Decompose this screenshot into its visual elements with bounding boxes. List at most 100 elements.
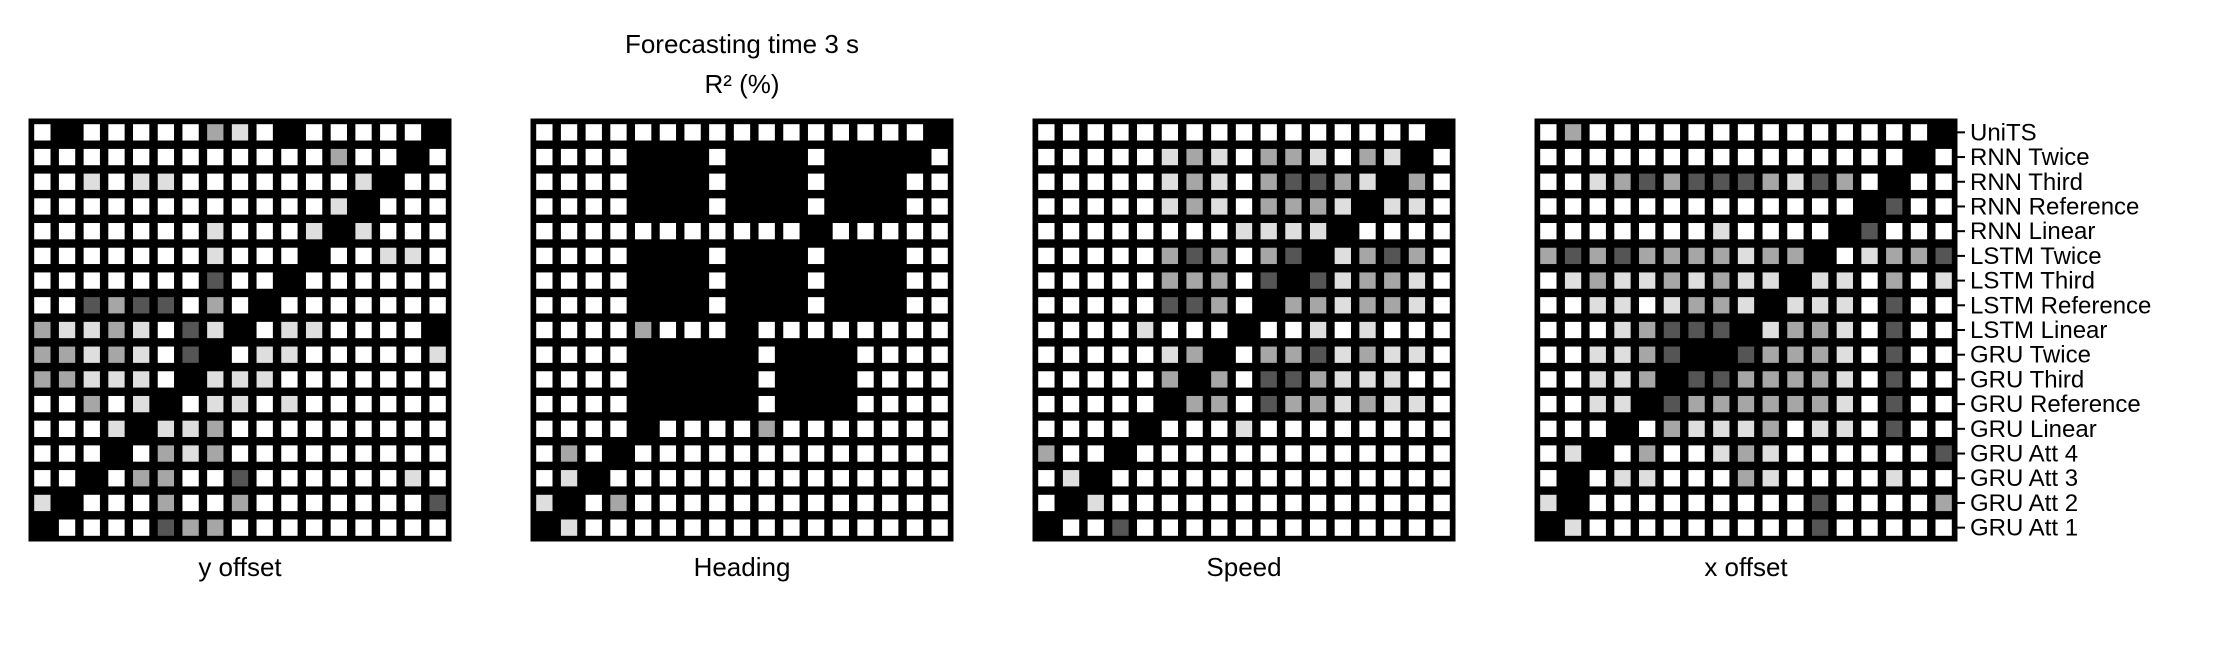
heatmap-cell <box>380 272 397 289</box>
heatmap-cell <box>1935 124 1952 141</box>
heatmap-cell <box>1688 247 1705 265</box>
heatmap-cell <box>1309 395 1327 413</box>
heatmap-cell <box>1589 124 1606 141</box>
heatmap-cell <box>758 223 775 240</box>
heatmap-cell <box>182 346 199 363</box>
heatmap-cell <box>1137 148 1154 166</box>
heatmap-cell <box>1087 223 1104 240</box>
heatmap-cell <box>1762 297 1779 314</box>
heatmap-cell <box>1787 346 1804 363</box>
heatmap-cell <box>1384 395 1401 413</box>
heatmap-cell <box>380 124 397 141</box>
heatmap-cell <box>659 148 677 166</box>
heatmap-cell <box>1211 420 1228 437</box>
row-label: LSTM Third <box>1970 268 2095 295</box>
heatmap-cell <box>157 519 175 536</box>
heatmap-cell <box>560 297 578 314</box>
heatmap-cell <box>231 321 249 339</box>
heatmap-cell <box>380 297 397 314</box>
heatmap-cell <box>34 173 51 190</box>
heatmap-cell <box>1589 371 1606 388</box>
heatmap-cell <box>1285 321 1302 339</box>
heatmap-cell <box>1564 346 1582 363</box>
heatmap-cell <box>1663 297 1681 314</box>
heatmap-cell <box>1384 420 1401 437</box>
heatmap-cell <box>133 297 150 314</box>
heatmap-cell <box>231 247 249 265</box>
heatmap-cell <box>635 371 652 388</box>
heatmap-cell <box>1836 297 1853 314</box>
heatmap-cell <box>58 272 76 289</box>
heatmap-cell <box>659 198 677 215</box>
heatmap-cell <box>34 371 51 388</box>
heatmap-cell <box>1762 494 1779 512</box>
heatmap-cell <box>1211 494 1228 512</box>
heatmap-cell <box>1589 148 1606 166</box>
heatmap-cell <box>585 272 602 289</box>
heatmap-cell <box>1186 173 1203 190</box>
heatmap-cell <box>1260 198 1277 215</box>
heatmap-cell <box>380 371 397 388</box>
heatmap-cell <box>281 148 298 166</box>
heatmap-cell <box>610 519 627 536</box>
heatmap-cell <box>783 371 800 388</box>
heatmap-cell <box>1161 297 1179 314</box>
heatmap-cell <box>1663 395 1681 413</box>
heatmap-cell <box>1639 148 1656 166</box>
heatmap-cell <box>832 297 849 314</box>
heatmap-cell <box>1384 470 1401 487</box>
heatmap-cell <box>1334 494 1351 512</box>
heatmap-cell <box>1433 321 1450 339</box>
heatmap-cell <box>182 124 199 141</box>
heatmap-cell <box>355 124 372 141</box>
heatmap-cell <box>783 297 800 314</box>
heatmap-cell <box>1186 395 1203 413</box>
heatmap-cell <box>610 420 627 437</box>
heatmap-cell <box>1285 395 1302 413</box>
heatmap-cell <box>1408 297 1426 314</box>
heatmap-cell <box>882 519 899 536</box>
heatmap-cell <box>108 420 125 437</box>
heatmap-cell <box>108 519 125 536</box>
heatmap-cell <box>684 420 701 437</box>
heatmap-cell <box>1334 519 1351 536</box>
heatmap-cell <box>1836 223 1853 240</box>
heatmap-cell <box>783 346 800 363</box>
heatmap-cell <box>1062 198 1080 215</box>
heatmap-cell <box>330 395 347 413</box>
heatmap-cell <box>330 297 347 314</box>
heatmap-cell <box>1688 346 1705 363</box>
heatmap-cell <box>58 247 76 265</box>
heatmap-cell <box>560 272 578 289</box>
heatmap-cell <box>1038 124 1055 141</box>
heatmap-cell <box>610 173 627 190</box>
heatmap-cell <box>83 124 100 141</box>
heatmap-cell <box>882 346 899 363</box>
heatmap-cell <box>1935 519 1952 536</box>
heatmap-cell <box>157 395 175 413</box>
heatmap-cell <box>536 321 553 339</box>
heatmap-cell <box>1787 198 1804 215</box>
heatmap-cell <box>133 494 150 512</box>
heatmap-cell <box>1334 148 1351 166</box>
heatmap-cell <box>560 173 578 190</box>
heatmap-cell <box>207 223 224 240</box>
heatmap-cell <box>832 346 849 363</box>
heatmap-cell <box>1614 470 1631 487</box>
heatmap-cell <box>182 148 199 166</box>
heatmap-cell <box>1886 371 1903 388</box>
heatmap-cell <box>83 420 100 437</box>
heatmap-cell <box>1811 321 1829 339</box>
heatmap-cell <box>34 445 51 462</box>
heatmap-cell <box>1540 395 1557 413</box>
heatmap-cell <box>355 173 372 190</box>
heatmap-cell <box>1260 470 1277 487</box>
heatmap-cell <box>1564 321 1582 339</box>
heatmap-cell <box>157 321 175 339</box>
heatmap-cell <box>231 198 249 215</box>
heatmap-cell <box>256 173 273 190</box>
heatmap-cell <box>133 519 150 536</box>
heatmap-cell <box>256 494 273 512</box>
heatmap-cell <box>906 470 924 487</box>
heatmap-cell <box>783 395 800 413</box>
